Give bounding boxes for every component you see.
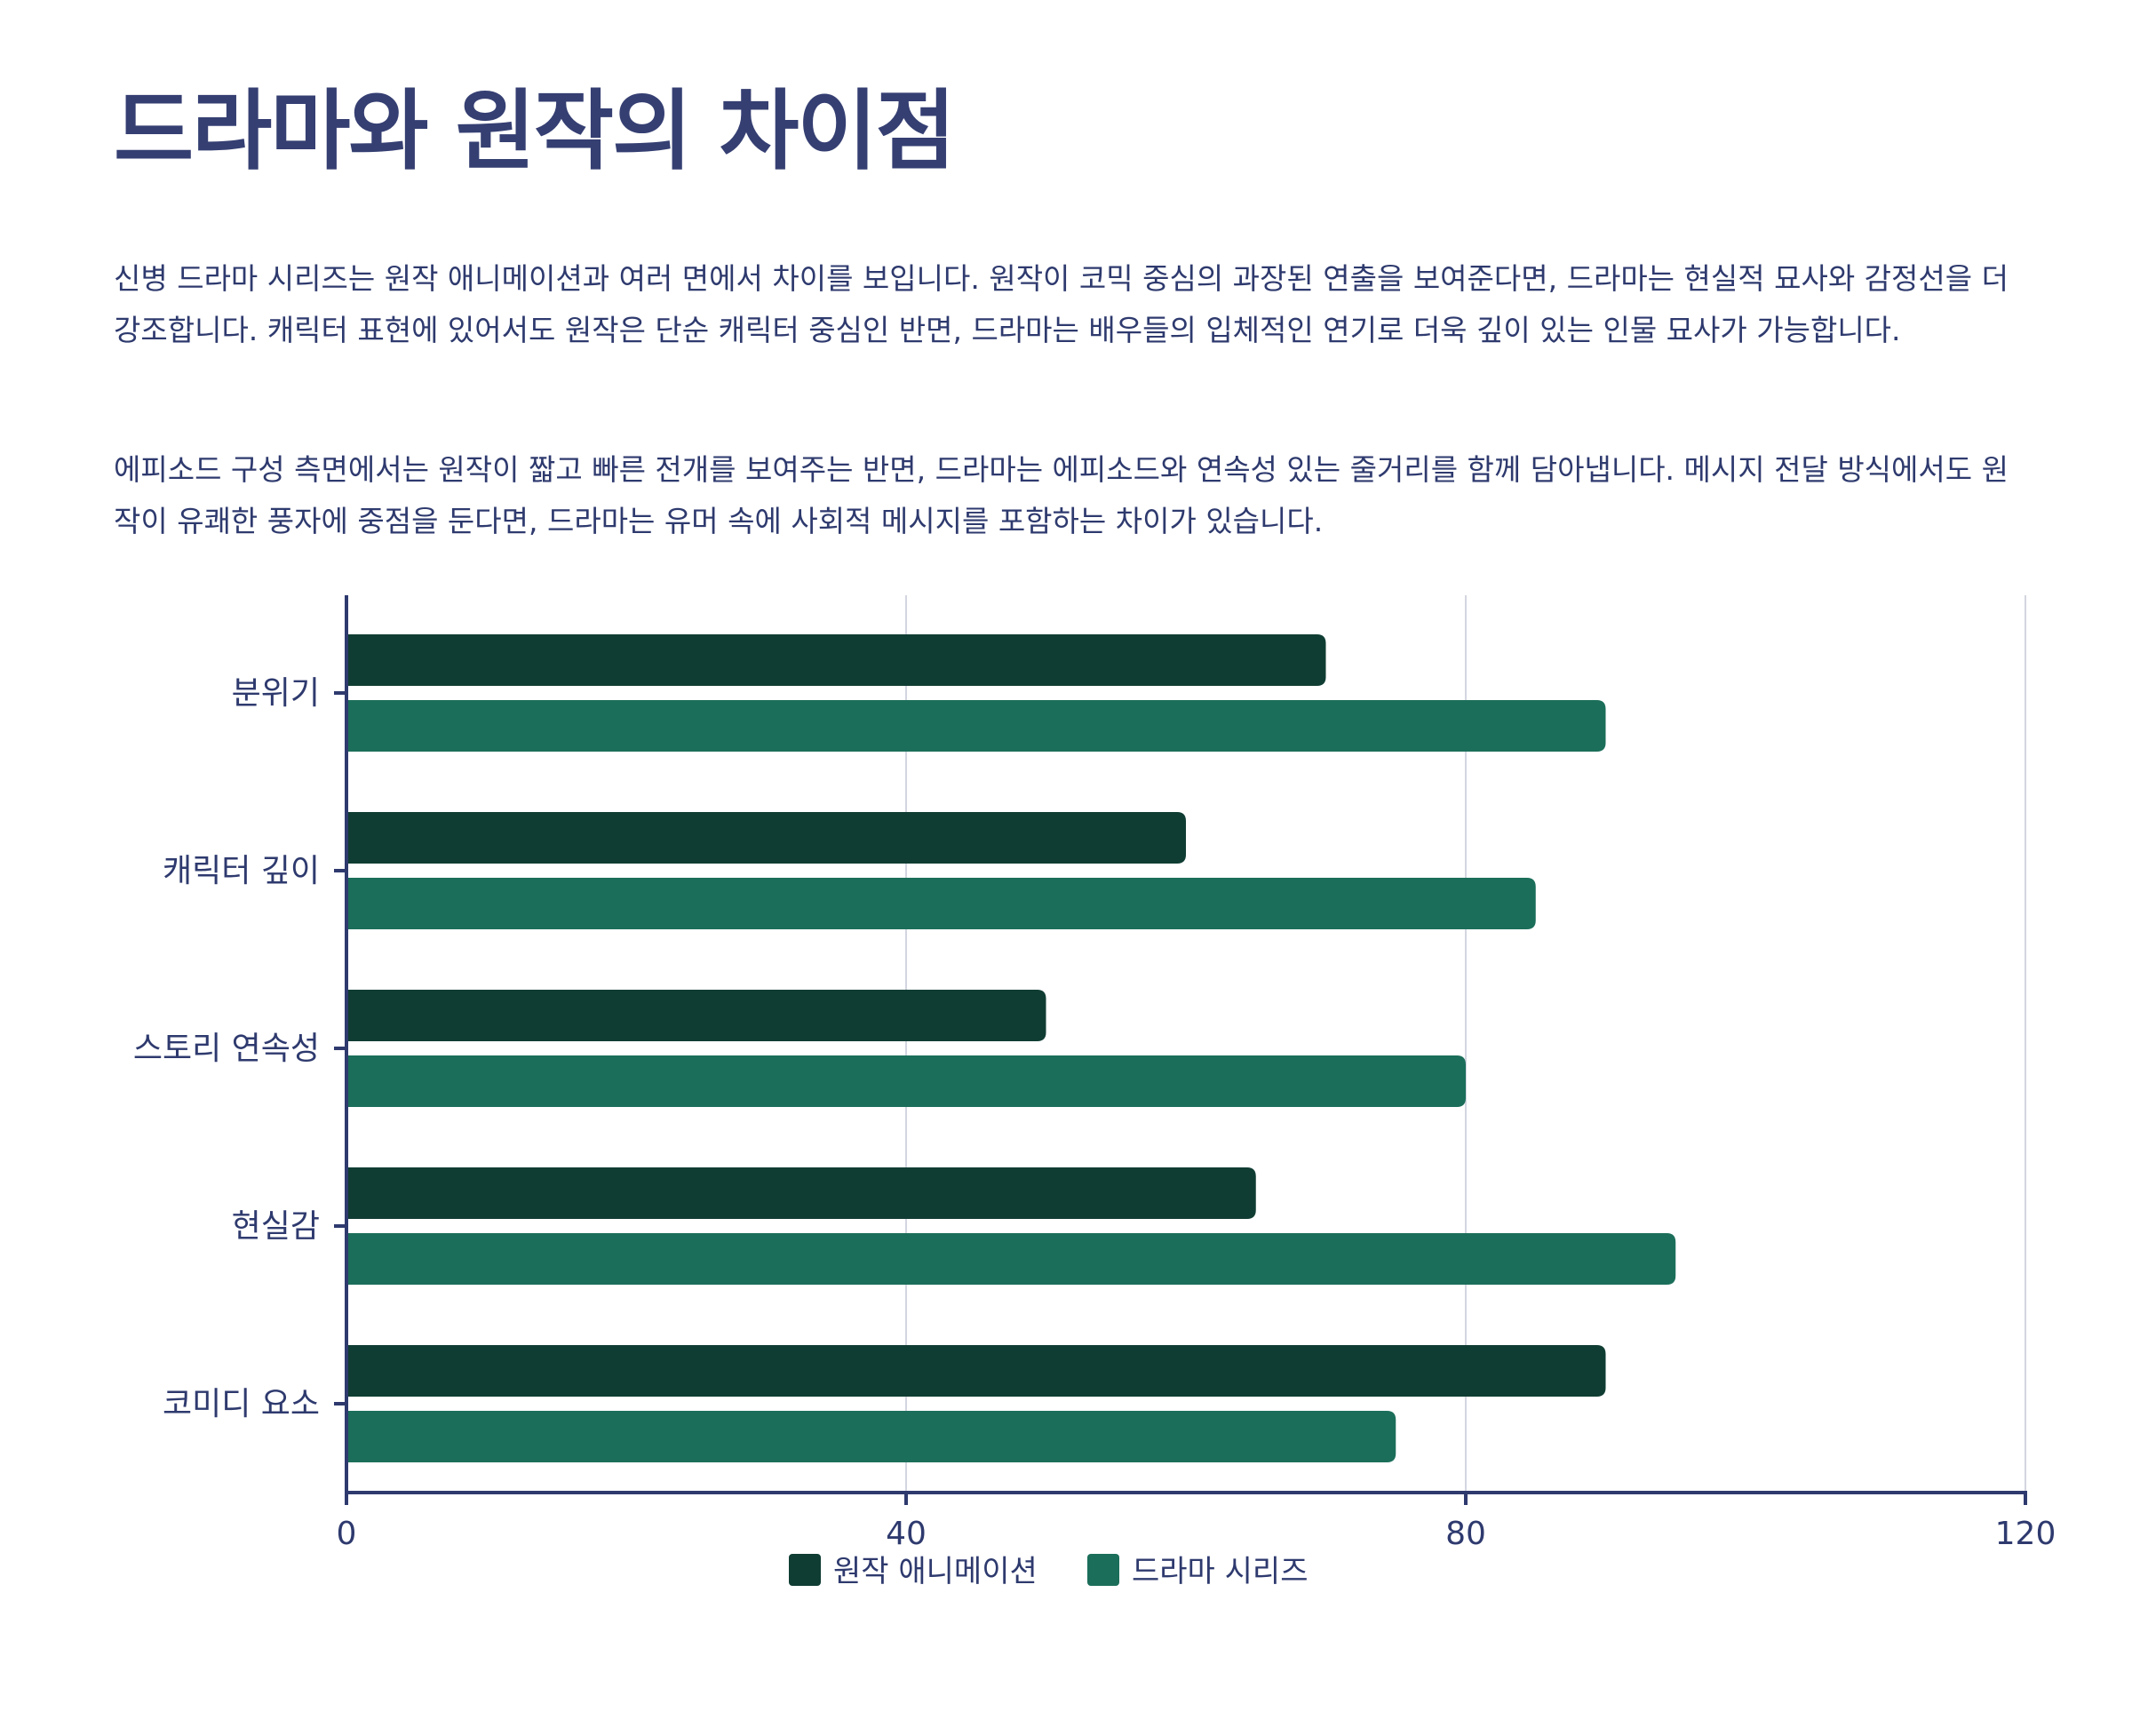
legend-swatch-1 [1087,1554,1119,1586]
legend: 원작 애니메이션 드라마 시리즈 [789,1554,1309,1589]
x-tick-label: 0 [337,1516,357,1552]
category-label: 스토리 연속성 [133,1031,320,1067]
x-tick-label: 120 [1995,1516,2056,1552]
tick-labels: 0 40 80 120 [337,1516,2056,1552]
legend-label: 원작 애니메이션 [833,1554,1038,1589]
bar-original-0 [346,634,1326,686]
bar-original-3 [346,1167,1256,1219]
bar-drama-4 [346,1411,1396,1462]
category-label: 캐릭터 깊이 [163,853,320,889]
bar-original-1 [346,812,1186,864]
bar-drama-0 [346,700,1606,752]
legend-swatch-0 [789,1554,821,1586]
x-tick-label: 40 [886,1516,927,1552]
bar-drama-2 [346,1055,1466,1107]
page-content: 드라마와 원작의 차이점 신병 드라마 시리즈는 원작 애니메이션과 여러 면에… [114,80,2033,538]
bar-drama-1 [346,878,1536,929]
bar-drama-3 [346,1233,1676,1285]
bar-original-4 [346,1345,1606,1397]
axes [334,595,2027,1505]
category-label: 코미디 요소 [163,1386,320,1422]
category-label: 현실감 [232,1208,320,1245]
legend-label: 드라마 시리즈 [1132,1554,1309,1589]
x-tick-label: 80 [1445,1516,1486,1552]
page-title: 드라마와 원작의 차이점 [114,81,956,182]
bar-original-2 [346,990,1046,1041]
description-paragraph-1: 신병 드라마 시리즈는 원작 애니메이션과 여러 면에서 차이를 보입니다. 원… [114,261,2009,347]
bar-group [346,634,1676,1462]
description-paragraph-2: 에피소드 구성 측면에서는 원작이 짧고 빠른 전개를 보여주는 반면, 드라마… [114,452,2009,538]
category-label: 분위기 [232,675,320,712]
